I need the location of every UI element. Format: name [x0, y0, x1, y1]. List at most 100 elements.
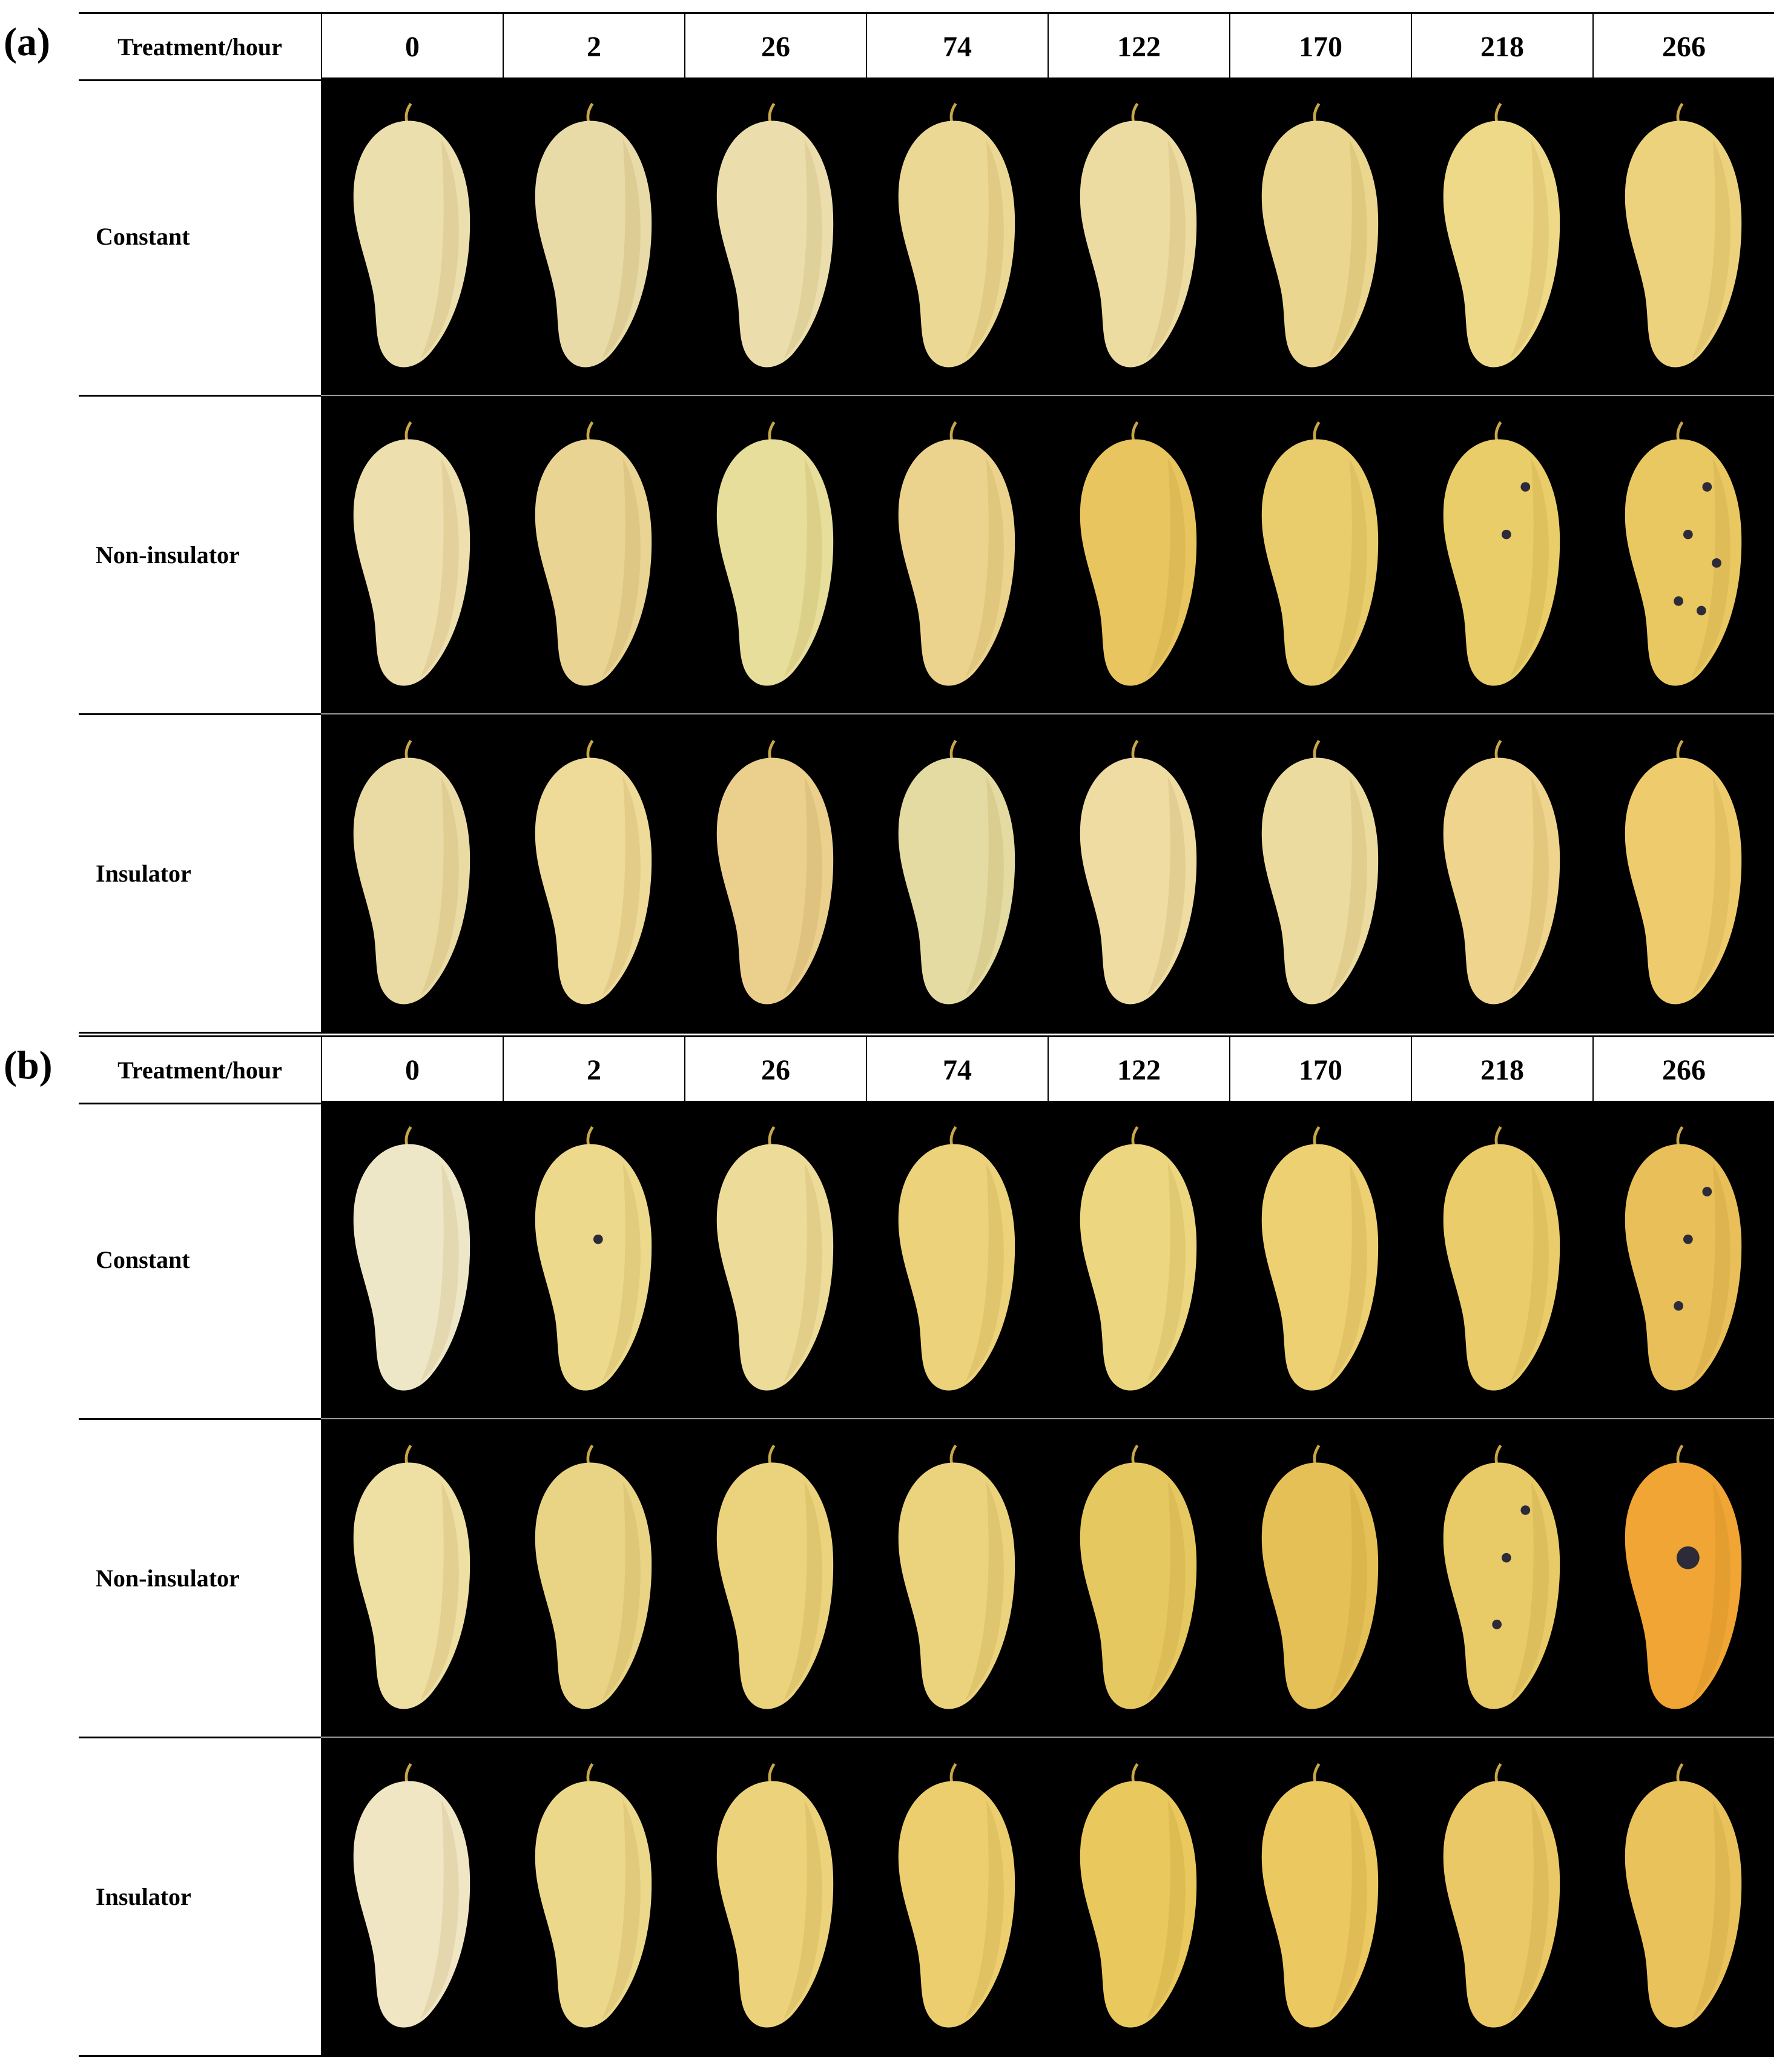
- mango-photo: [1066, 1443, 1211, 1720]
- mango-stem: [1494, 1126, 1502, 1147]
- treatment-row: Constant: [79, 1101, 1774, 1418]
- mango-photo: [702, 739, 848, 1015]
- mango-body: [898, 757, 1015, 1005]
- mango-shading: [965, 1163, 1004, 1382]
- mango-stem: [1131, 421, 1139, 442]
- mango-stem: [1676, 739, 1684, 761]
- treatment-row: Insulator: [79, 1738, 1774, 2055]
- mango-stem: [1131, 102, 1139, 124]
- photo-divider: [321, 395, 1774, 396]
- treatment-label: Insulator: [96, 859, 191, 887]
- mango-shading: [1510, 1800, 1549, 2019]
- mango-body: [1080, 439, 1197, 686]
- mango-shading: [1147, 1481, 1186, 1701]
- mango-stem: [586, 1763, 594, 1784]
- mango-stem: [949, 102, 957, 124]
- mango-stem: [404, 1444, 412, 1465]
- mango-shading: [1328, 1163, 1367, 1382]
- mango-photo: [521, 739, 666, 1015]
- mango-photo: [339, 1443, 484, 1720]
- mango-photo: [884, 1125, 1029, 1401]
- mango-stem: [404, 1126, 412, 1147]
- mango-body: [716, 120, 834, 368]
- mango-photo: [521, 1125, 666, 1401]
- photo-strip: [321, 1738, 1774, 2055]
- mango-body: [898, 120, 1015, 368]
- mango-shading: [965, 139, 1004, 359]
- mango-stem: [949, 1444, 957, 1465]
- mango-shading: [965, 776, 1004, 996]
- mango-stem: [404, 102, 412, 124]
- mango-photo: [1066, 420, 1211, 696]
- mango-photo: [702, 102, 848, 378]
- header-hour-26: 26: [684, 14, 866, 79]
- mango-stem: [586, 1444, 594, 1465]
- mango-stem: [404, 1763, 412, 1784]
- mango-body: [716, 757, 834, 1005]
- header-hour-2: 2: [503, 14, 684, 79]
- mango-photo: [521, 1762, 666, 2038]
- bottom-rule: [79, 2055, 1774, 2057]
- mango-body: [716, 1781, 834, 2028]
- mango-photo: [1611, 420, 1756, 696]
- mango-body: [1625, 439, 1742, 686]
- mango-photo: [339, 1125, 484, 1401]
- header-row: Treatment/hour 0 2 26 74 122 170 218 266: [79, 1035, 1774, 1104]
- treatment-row: Constant: [79, 78, 1774, 395]
- mango-photo: [1066, 739, 1211, 1015]
- mango-shading: [784, 458, 822, 678]
- mango-photo: [1611, 739, 1756, 1015]
- mango-stem: [1131, 1763, 1139, 1784]
- mango-shading: [784, 1800, 822, 2019]
- header-hour-0: 0: [321, 1037, 503, 1103]
- mango-shading: [965, 458, 1004, 678]
- dark-spot: [1712, 558, 1721, 568]
- mango-shading: [965, 1800, 1004, 2019]
- mango-stem: [1676, 421, 1684, 442]
- header-hour-0: 0: [321, 14, 503, 79]
- header-hour-122: 122: [1048, 14, 1229, 79]
- header-hour-266: 266: [1592, 1037, 1774, 1103]
- mango-photo: [1429, 739, 1574, 1015]
- mango-stem: [1131, 1444, 1139, 1465]
- mango-shading: [1147, 1163, 1186, 1382]
- header-hour-122: 122: [1048, 1037, 1229, 1103]
- mango-stem: [949, 739, 957, 761]
- mango-body: [353, 757, 470, 1005]
- mango-shading: [420, 1481, 459, 1701]
- mango-shading: [420, 1163, 459, 1382]
- mango-stem: [586, 421, 594, 442]
- mango-stem: [586, 102, 594, 124]
- mango-shading: [1510, 139, 1549, 359]
- mango-photo: [1429, 420, 1574, 696]
- mango-body: [716, 439, 834, 686]
- dark-spot: [1702, 482, 1712, 492]
- mango-body: [898, 1462, 1015, 1709]
- mango-body: [898, 439, 1015, 686]
- mango-shading: [1328, 458, 1367, 678]
- header-hour-266: 266: [1592, 14, 1774, 79]
- mango-photo: [1429, 1762, 1574, 2038]
- header-row: Treatment/hour 0 2 26 74 122 170 218 266: [79, 12, 1774, 81]
- mango-photo: [1247, 1762, 1393, 2038]
- mango-photo: [339, 1762, 484, 2038]
- mango-body: [1625, 1144, 1742, 1391]
- mango-photo: [702, 1125, 848, 1401]
- dark-spot: [1683, 529, 1693, 539]
- mango-body: [716, 1144, 834, 1391]
- dark-spot: [1674, 596, 1683, 606]
- mango-photo: [1066, 1762, 1211, 2038]
- mango-body: [1443, 1781, 1560, 2028]
- mango-body: [1443, 1462, 1560, 1709]
- mango-body: [535, 757, 652, 1005]
- mango-stem: [586, 739, 594, 761]
- mango-photo: [884, 102, 1029, 378]
- mango-photo: [1429, 1125, 1574, 1401]
- mango-photo: [1066, 1125, 1211, 1401]
- mango-photo: [339, 102, 484, 378]
- mango-photo: [702, 420, 848, 696]
- mango-body: [716, 1462, 834, 1709]
- dark-spot: [1492, 1619, 1502, 1629]
- header-hour-74: 74: [866, 1037, 1048, 1103]
- mango-shading: [602, 1800, 641, 2019]
